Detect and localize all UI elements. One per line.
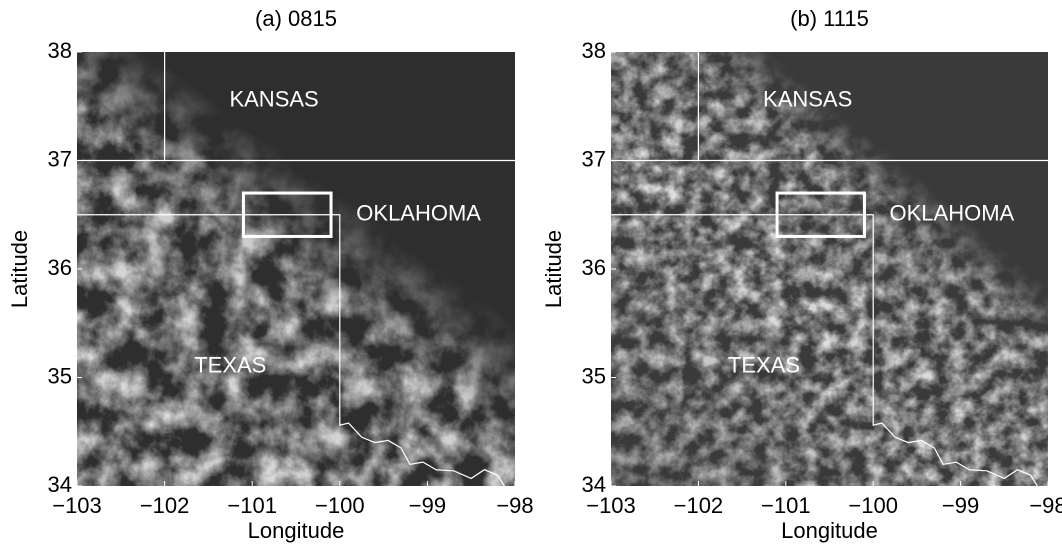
region-box: [775, 191, 866, 238]
state-label: KANSAS: [229, 87, 318, 112]
y-tick-label: 36: [582, 255, 606, 280]
x-tick-label: −99: [942, 493, 979, 518]
state-label: OKLAHOMA: [356, 201, 481, 226]
x-tick-label: −99: [409, 493, 446, 518]
state-border: [77, 214, 505, 487]
cloud-texture: [611, 52, 1048, 486]
y-tick-label: 34: [48, 472, 72, 497]
y-tick-label: 37: [48, 146, 72, 171]
y-tick-label: 38: [48, 38, 72, 63]
state-label: KANSAS: [763, 87, 852, 112]
y-tick-label: 35: [582, 363, 606, 388]
y-axis-label: Latitude: [7, 230, 32, 308]
y-axis-label: Latitude: [541, 230, 566, 308]
state-label: OKLAHOMA: [890, 201, 1015, 226]
x-tick-label: −101: [227, 493, 277, 518]
y-tick-label: 38: [582, 38, 606, 63]
y-tick-label: 36: [48, 255, 72, 280]
state-label: TEXAS: [194, 352, 266, 377]
cloud-texture: [77, 52, 515, 486]
x-tick-label: −103: [586, 493, 636, 518]
x-axis-label: Longitude: [248, 518, 345, 543]
panel: KANSAS OKLAHOMA TEXAS (a) 0815 −103 −102 −101 −…: [7, 6, 534, 543]
y-tick-label: 34: [582, 472, 606, 497]
x-tick-label: −103: [52, 493, 102, 518]
state-label: TEXAS: [728, 352, 800, 377]
x-tick-label: −100: [848, 493, 898, 518]
y-tick-label: 35: [48, 363, 72, 388]
y-tick-label: 37: [582, 146, 606, 171]
x-tick-label: −100: [315, 493, 365, 518]
x-axis-label: Longitude: [781, 518, 878, 543]
panel-title: (a) 0815: [255, 6, 337, 31]
x-tick-label: −102: [140, 493, 190, 518]
x-tick-label: −98: [496, 493, 533, 518]
panel-title: (b) 1115: [790, 6, 869, 31]
x-tick-label: −102: [674, 493, 724, 518]
x-tick-label: −101: [761, 493, 811, 518]
panel: KANSAS OKLAHOMA TEXAS (b) 1115 −103 −102 −101 −…: [541, 6, 1062, 543]
state-border: [611, 214, 1039, 487]
x-tick-label: −98: [1029, 493, 1062, 518]
region-box: [241, 191, 333, 238]
